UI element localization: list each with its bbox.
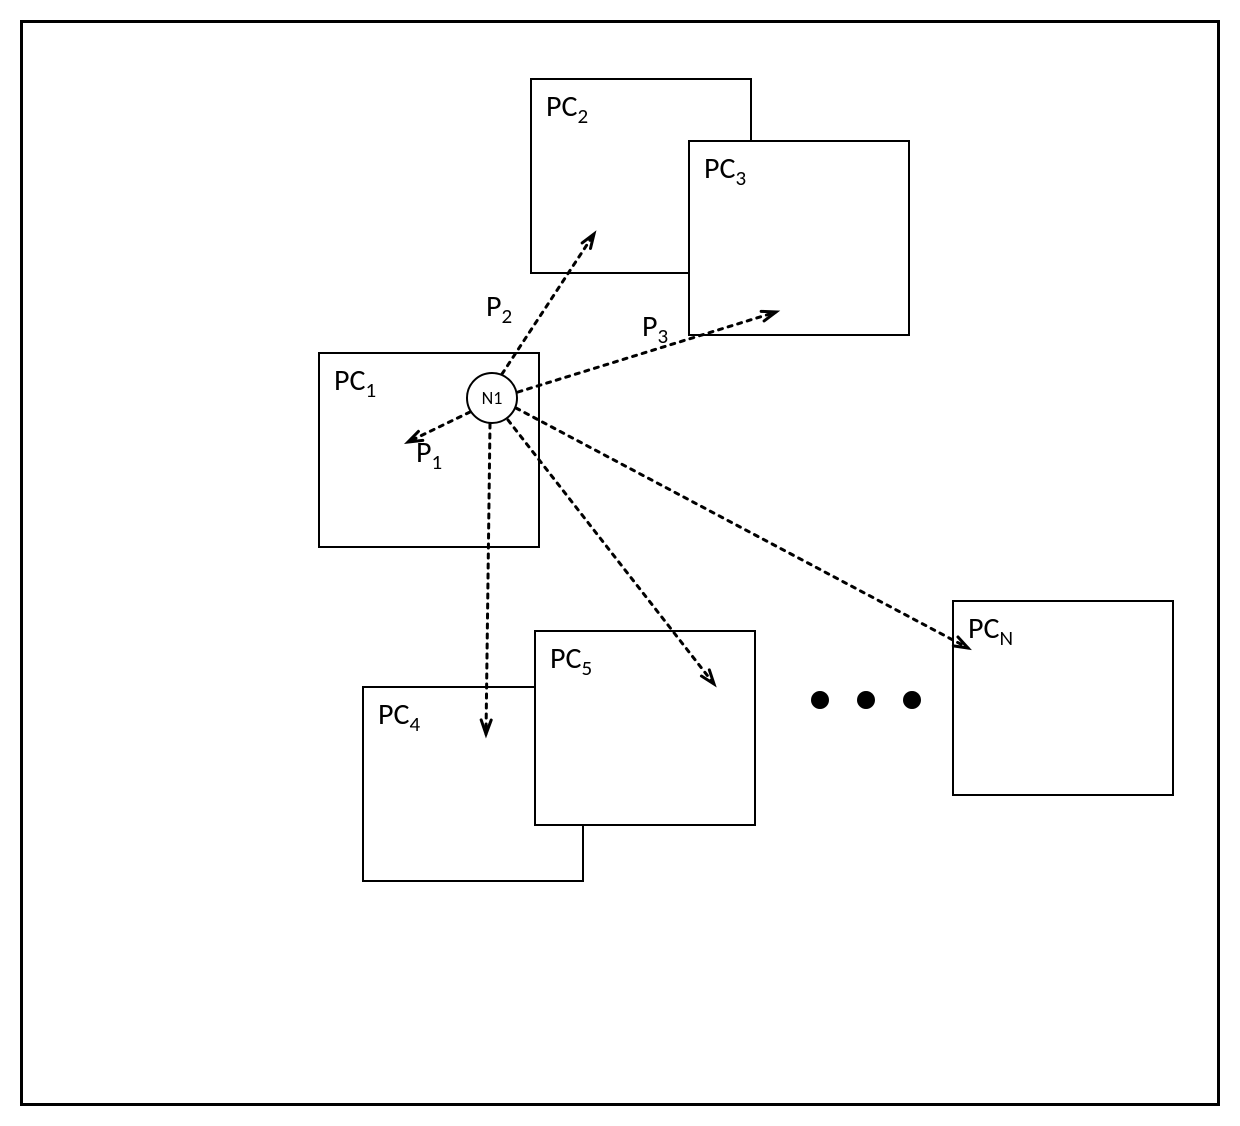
ellipsis-dot [811,691,829,709]
pc-label-pc1: PC1 [334,362,376,403]
node-n1: N1 [466,372,518,424]
pc-label-pcn: PCN [968,610,1013,651]
p-label-p2: P2 [486,288,512,329]
node-label: N1 [482,387,503,409]
p-label-p1: P1 [416,434,442,475]
diagram-canvas: PC1 PC2 PC3 PC4 PC5 PCN N1 P1 P2 P3 [0,0,1240,1126]
pc-label-pc5: PC5 [550,640,592,681]
ellipsis-dot [857,691,875,709]
p-label-p3: P3 [642,308,668,349]
pc-label-pc3: PC3 [704,150,746,191]
pc-label-pc4: PC4 [378,696,420,737]
ellipsis-dot [903,691,921,709]
pc-label-pc2: PC2 [546,88,588,129]
